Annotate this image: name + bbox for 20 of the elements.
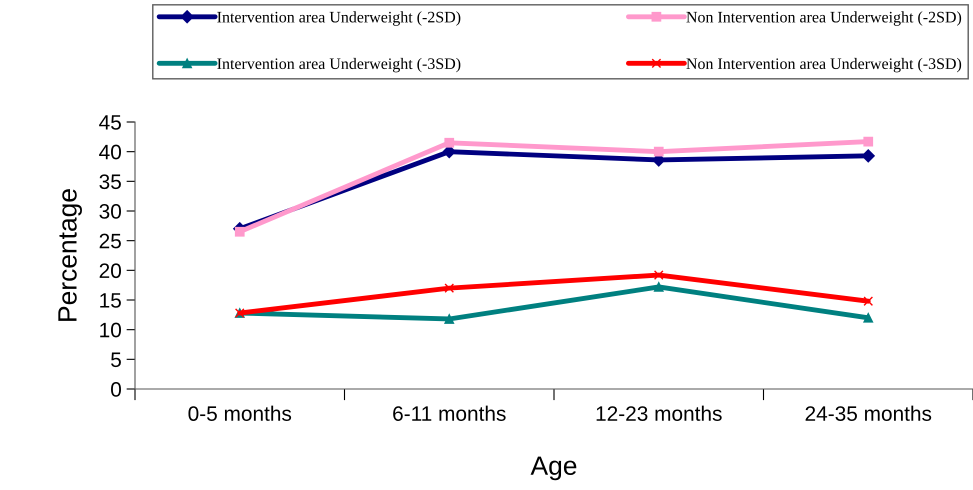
legend-label: Non Intervention area Underweight (-3SD) bbox=[686, 58, 962, 72]
legend-label: Non Intervention area Underweight (-2SD) bbox=[686, 11, 962, 26]
x-tick-label: 0-5 months bbox=[188, 406, 292, 421]
y-tick-label: 30 bbox=[99, 204, 121, 219]
y-tick-label: 35 bbox=[99, 174, 121, 190]
x-tick-label: 24-35 months bbox=[806, 406, 932, 421]
y-tick-label: 10 bbox=[100, 322, 121, 338]
y-tick-label: 45 bbox=[99, 115, 121, 130]
y-tick-label: 5 bbox=[111, 352, 121, 368]
y-tick-label: 25 bbox=[100, 234, 121, 248]
y-axis-title: Percentage bbox=[58, 189, 82, 321]
x-tick-label: 12-23 months bbox=[596, 406, 722, 421]
legend-label: Intervention area Underweight (-2SD) bbox=[217, 11, 460, 26]
y-tick-label: 0 bbox=[111, 382, 121, 397]
x-axis-title: Age bbox=[530, 456, 576, 480]
x-tick-label: 6-11 months bbox=[393, 406, 506, 421]
y-tick-label: 40 bbox=[99, 144, 121, 160]
y-tick-label: 15 bbox=[100, 293, 121, 308]
y-tick-label: 20 bbox=[100, 263, 121, 278]
legend-label: Intervention area Underweight (-3SD) bbox=[217, 58, 460, 72]
